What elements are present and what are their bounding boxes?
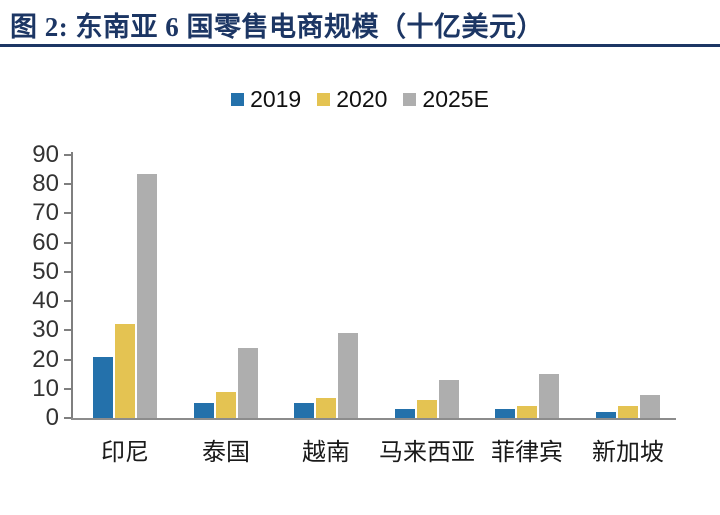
x-category-label-3: 越南 <box>302 440 350 466</box>
bar-2019-group2 <box>194 403 214 418</box>
y-tick-60 <box>64 241 71 244</box>
bar-2019-group5 <box>495 409 515 418</box>
y-tick-label-10: 10 <box>32 374 59 402</box>
bar-2020-group5 <box>517 406 537 418</box>
bar-2025e-group4 <box>439 380 459 418</box>
x-category-label-1: 印尼 <box>101 440 149 466</box>
y-tick-label-0: 0 <box>45 404 59 431</box>
y-tick-10 <box>64 387 71 390</box>
y-tick-40 <box>64 300 71 303</box>
y-tick-label-20: 20 <box>32 345 59 373</box>
legend-label: 2019 <box>250 86 302 112</box>
title-divider <box>0 44 720 47</box>
y-tick-label-70: 70 <box>32 199 59 227</box>
bar-2020-group1 <box>115 324 135 418</box>
x-category-label-4: 马来西亚 <box>379 440 475 466</box>
x-category-label-2: 泰国 <box>202 440 250 466</box>
y-tick-label-60: 60 <box>32 228 59 256</box>
x-axis-line <box>71 418 676 420</box>
legend-swatch-icon <box>231 93 245 106</box>
bar-2019-group6 <box>596 412 616 418</box>
y-tick-70 <box>64 212 71 215</box>
y-tick-label-50: 50 <box>32 257 59 285</box>
y-tick-80 <box>64 183 71 186</box>
legend-item-2020: 2020 <box>317 86 387 113</box>
legend-label: 2020 <box>336 86 388 112</box>
bar-2025e-group1 <box>137 174 157 418</box>
y-tick-label-80: 80 <box>32 170 59 198</box>
y-tick-90 <box>64 154 71 156</box>
bar-2020-group4 <box>417 400 437 418</box>
legend-item-2025e: 2025E <box>403 86 489 113</box>
y-tick-label-90: 90 <box>32 141 59 168</box>
chart-legend: 2019 2020 2025E <box>0 86 720 113</box>
x-category-label-6: 新加坡 <box>592 440 664 466</box>
bar-2019-group3 <box>294 403 314 418</box>
bar-2020-group6 <box>618 406 638 418</box>
y-tick-30 <box>64 329 71 332</box>
y-tick-label-30: 30 <box>32 316 59 344</box>
bar-2019-group1 <box>93 357 113 418</box>
figure-title: 图 2: 东南亚 6 国零售电商规模（十亿美元） <box>10 12 544 42</box>
bar-2025e-group3 <box>338 333 358 418</box>
bar-2025e-group6 <box>640 395 660 418</box>
y-tick-20 <box>64 358 71 361</box>
y-tick-0 <box>64 417 71 419</box>
bar-2020-group2 <box>216 392 236 418</box>
x-category-label-5: 菲律宾 <box>491 440 563 466</box>
bar-2025e-group5 <box>539 374 559 418</box>
legend-swatch-icon <box>403 93 417 106</box>
y-axis-line <box>71 152 73 418</box>
y-tick-50 <box>64 270 71 273</box>
bar-2025e-group2 <box>238 348 258 418</box>
plot-area: 0 10 20 30 40 50 60 70 80 90 印尼 泰国 越南 马来西亚 菲律宾 新加坡 <box>32 141 676 466</box>
legend-label: 2025E <box>422 86 489 112</box>
legend-item-2019: 2019 <box>231 86 301 113</box>
bar-2020-group3 <box>316 398 336 418</box>
legend-swatch-icon <box>317 93 331 106</box>
y-tick-label-40: 40 <box>32 287 59 315</box>
bar-2019-group4 <box>395 409 415 418</box>
